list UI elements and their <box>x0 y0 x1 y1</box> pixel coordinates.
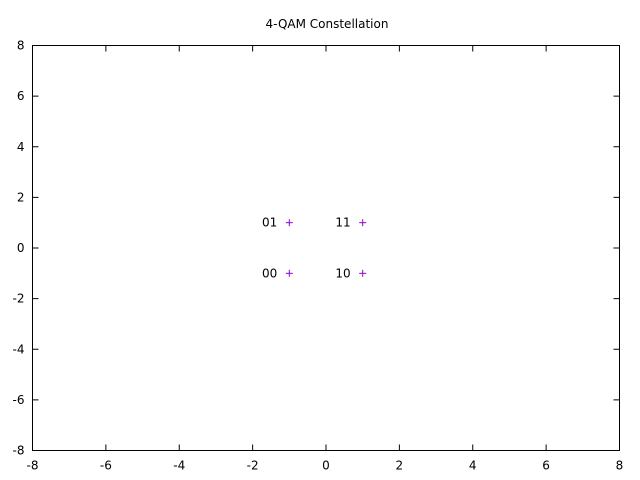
x-tick-labels: -8 -6 -4 -2 0 2 4 6 8 <box>27 459 624 473</box>
y-tick-label: 8 <box>17 39 25 53</box>
y-tick-label: 0 <box>17 241 25 255</box>
plot-frame <box>32 45 620 451</box>
chart-title: 4-QAM Constellation <box>266 17 389 31</box>
axis-ticks <box>32 45 620 451</box>
x-tick-label: 8 <box>616 459 624 473</box>
x-tick-label: -8 <box>27 459 39 473</box>
point-label: 10 <box>335 266 350 280</box>
x-tick-label: -4 <box>173 459 185 473</box>
data-point: 10 <box>335 266 367 280</box>
data-points: 01 11 00 10 <box>262 216 367 280</box>
x-tick-label: 6 <box>542 459 550 473</box>
y-tick-label: -8 <box>13 444 25 458</box>
x-tick-label: 2 <box>396 459 404 473</box>
point-label: 01 <box>262 216 277 230</box>
y-tick-label: 6 <box>17 89 25 103</box>
point-label: 00 <box>262 266 277 280</box>
y-tick-labels: -8 -6 -4 -2 0 2 4 6 8 <box>13 39 25 458</box>
point-label: 11 <box>335 216 350 230</box>
y-tick-label: -4 <box>13 342 25 356</box>
x-tick-label: 4 <box>469 459 477 473</box>
data-point: 11 <box>335 216 367 230</box>
data-point: 00 <box>262 266 293 280</box>
y-tick-label: 4 <box>17 140 25 154</box>
y-tick-label: -6 <box>13 393 25 407</box>
data-point: 01 <box>262 216 293 230</box>
y-tick-label: -2 <box>13 292 25 306</box>
x-tick-label: -6 <box>100 459 112 473</box>
x-tick-label: -2 <box>247 459 259 473</box>
y-tick-label: 2 <box>17 190 25 204</box>
x-tick-label: 0 <box>322 459 330 473</box>
